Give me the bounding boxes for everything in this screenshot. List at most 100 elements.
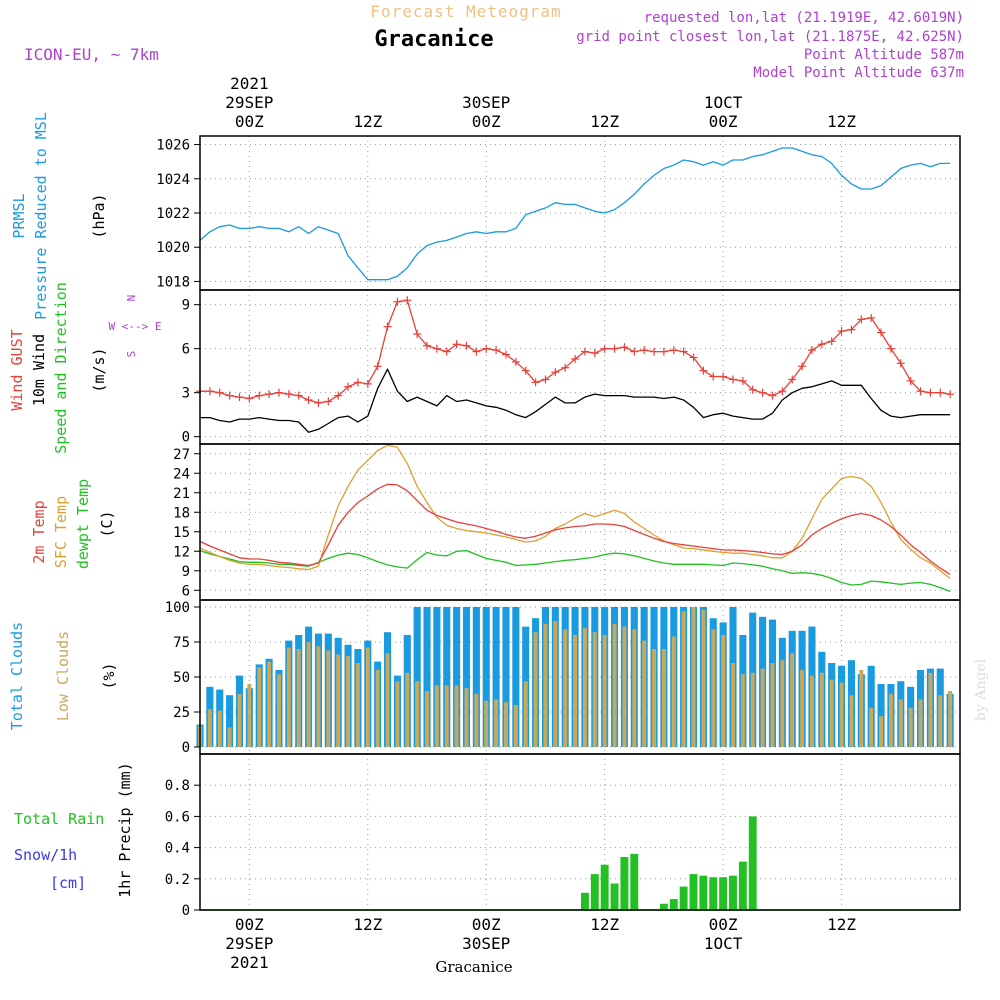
low-cloud-bar (612, 623, 617, 747)
low-cloud-bar (602, 635, 607, 747)
low-cloud-bar (691, 607, 696, 747)
total-cloud-bar (877, 684, 885, 747)
ytick-label: 1018 (156, 274, 190, 290)
rain-bar (610, 883, 619, 910)
low-cloud-bar (355, 663, 360, 747)
time-label: 00Z (472, 112, 501, 131)
rain-bar (669, 899, 678, 910)
ytick-label: 1022 (156, 206, 190, 222)
sfc-temp-line (199, 444, 951, 580)
ytick-label: 0 (182, 430, 190, 446)
total-cloud-bar (413, 607, 421, 747)
time-label: 00Z (709, 915, 738, 934)
low-cloud-bar (425, 691, 429, 747)
total-cloud-bar (472, 607, 480, 747)
time-label: 30SEP (462, 934, 510, 953)
wind-unit: (m/s) (90, 347, 108, 392)
low-cloud-bar (375, 670, 380, 747)
low-cloud-bar (237, 693, 242, 747)
total-cloud-bar (502, 607, 510, 747)
wind-10m-label: 10m Wind (30, 334, 48, 406)
ytick-label: 1020 (156, 240, 190, 256)
point-altitude: Point Altitude 587m (804, 47, 964, 63)
time-label: 2021 (230, 953, 269, 972)
temp-2m-label: 2m Temp (30, 500, 48, 563)
time-label: 00Z (235, 915, 264, 934)
ytick-label: 3 (182, 386, 190, 402)
time-label: 12Z (353, 112, 382, 131)
rain-bar (620, 856, 629, 910)
requested-coords: requested lon,lat (21.1919E, 42.6019N) (644, 10, 964, 26)
rain-bar (659, 903, 668, 910)
total-cloud-bar (492, 607, 500, 747)
low-cloud-bar (326, 650, 331, 747)
low-cloud-bar (336, 654, 341, 747)
compass-n: N (125, 295, 138, 302)
low-cloud-bar (780, 660, 785, 747)
ytick-label: 6 (182, 342, 190, 358)
low-cloud-bar (296, 649, 301, 747)
time-label: 30SEP (462, 93, 510, 112)
time-label: 29SEP (225, 93, 273, 112)
low-cloud-bar (257, 667, 262, 747)
ytick-label: 9 (182, 298, 190, 314)
low-cloud-bar (276, 674, 281, 747)
time-label: 1OCT (704, 934, 743, 953)
temp-labels: 2m Temp SFC Temp dewpt Temp (C) (30, 479, 116, 569)
low-cloud-bar (395, 681, 400, 747)
total-cloud-bar (443, 607, 451, 747)
snow-unit-label: [cm] (50, 874, 86, 892)
temp-sfc-label: SFC Temp (52, 496, 70, 568)
low-cloud-bar (592, 632, 597, 747)
compass-s: S (125, 351, 138, 358)
ytick-label: 1024 (156, 172, 190, 188)
low-cloud-bar (385, 653, 390, 747)
time-label: 00Z (709, 112, 738, 131)
temperature-frame (199, 443, 961, 601)
low-cloud-bar (632, 629, 637, 747)
rain-bar (689, 874, 698, 910)
low-cloud-bar (800, 670, 805, 747)
rain-label: Total Rain (14, 810, 104, 828)
ytick-label: 27 (173, 447, 190, 463)
low-cloud-bar (316, 646, 321, 747)
low-cloud-bar (711, 629, 716, 747)
wind-dir-label: Speed and Direction (52, 282, 70, 454)
low-cloud-bar (948, 691, 953, 747)
total-cloud-bar (462, 607, 471, 747)
pressure-unit: (hPa) (90, 193, 108, 238)
low-cloud-bar (652, 649, 656, 747)
low-cloud-bar (898, 699, 903, 747)
time-label: 00Z (472, 915, 501, 934)
low-cloud-bar (434, 685, 439, 747)
time-label: 12Z (827, 915, 856, 934)
rain-bar (630, 853, 639, 910)
time-label: 1OCT (704, 93, 743, 112)
ytick-label: 9 (182, 564, 190, 580)
time-label: 12Z (590, 915, 619, 934)
ytick-label: 0 (182, 740, 190, 756)
precip-frame (199, 753, 961, 911)
pressure-plot (199, 147, 951, 281)
ytick-label: 0.8 (165, 778, 190, 794)
time-label: 12Z (590, 112, 619, 131)
model-label: ICON-EU, ~ 7km (24, 45, 159, 64)
dewpt-line (199, 549, 951, 593)
low-cloud-bar (622, 626, 627, 747)
time-label: 12Z (353, 915, 382, 934)
low-cloud-bar (809, 675, 814, 747)
low-cloud-bar (721, 635, 726, 747)
ytick-label: 100 (165, 600, 190, 616)
total-clouds-label: Total Clouds (8, 622, 26, 730)
low-cloud-bar (671, 636, 676, 747)
ytick-label: 25 (173, 705, 190, 721)
low-cloud-bar (918, 699, 923, 747)
low-cloud-bar (829, 679, 834, 747)
low-cloud-bar (869, 707, 874, 747)
low-cloud-bar (543, 623, 548, 747)
low-clouds-label: Low Clouds (54, 631, 72, 721)
low-cloud-bar (474, 693, 479, 747)
snow-label: Snow/1h (14, 846, 77, 864)
title-top: Forecast Meteogram (370, 2, 561, 21)
location-title: Gracanice (374, 27, 493, 52)
